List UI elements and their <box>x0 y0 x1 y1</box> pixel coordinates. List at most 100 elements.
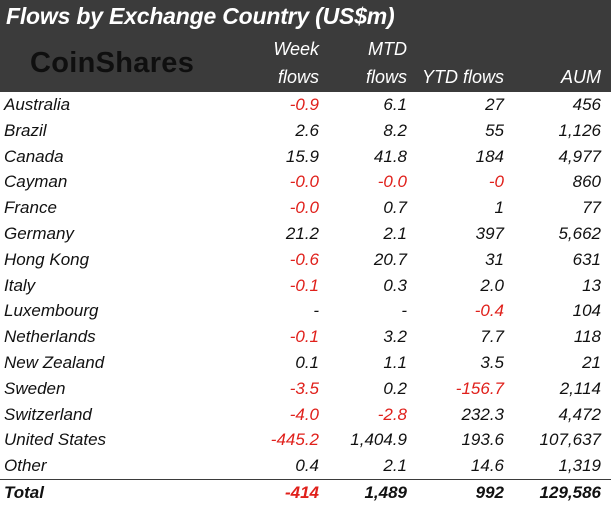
week-cell: -0.0 <box>289 172 319 192</box>
table-row: Australia -0.9 6.1 27 456 <box>0 92 611 118</box>
ytd-cell: 184 <box>475 146 504 166</box>
table-row: Italy -0.1 0.3 2.0 13 <box>0 273 611 299</box>
ytd-cell: 55 <box>485 120 504 140</box>
table-row: Germany 21.2 2.1 397 5,662 <box>0 221 611 247</box>
ytd-cell: 232.3 <box>461 404 504 424</box>
mtd-cell: 6.1 <box>383 95 407 114</box>
country-cell: Canada <box>4 146 64 166</box>
mtd-cell: 41.8 <box>373 146 407 166</box>
coinshares-logo: CoinShares <box>30 47 195 79</box>
column-header-mtd-line2: flows <box>365 67 407 87</box>
mtd-cell: -0.0 <box>377 172 407 192</box>
week-cell: 2.6 <box>295 120 319 140</box>
country-cell: Netherlands <box>4 327 96 347</box>
week-cell: 15.9 <box>285 146 319 166</box>
country-cell: Switzerland <box>4 404 92 424</box>
aum-cell: 5,662 <box>558 224 601 243</box>
mtd-cell: 0.3 <box>383 275 407 295</box>
table-row: Hong Kong -0.6 20.7 31 631 <box>0 247 611 273</box>
table-row: France -0.0 0.7 1 77 <box>0 195 611 221</box>
ytd-cell: -0.4 <box>474 301 504 321</box>
country-cell: New Zealand <box>4 353 105 372</box>
aum-cell: 1,319 <box>558 456 601 476</box>
ytd-cell: 3.5 <box>480 353 504 372</box>
mtd-cell: 1.1 <box>383 353 407 372</box>
table-row: Luxembourg - - -0.4 104 <box>0 298 611 324</box>
country-cell: Brazil <box>4 120 47 140</box>
week-cell: -0.6 <box>289 249 319 269</box>
mtd-cell: 0.2 <box>383 378 407 398</box>
ytd-cell: -0 <box>488 172 504 192</box>
total-ytd-cell: 992 <box>475 483 504 502</box>
ytd-cell: 31 <box>485 249 504 269</box>
mtd-cell: -2.8 <box>377 404 407 424</box>
table-row: Cayman -0.0 -0.0 -0 860 <box>0 169 611 195</box>
aum-cell: 1,126 <box>558 120 601 140</box>
table-row: United States -445.2 1,404.9 193.6 107,637 <box>0 427 611 453</box>
country-cell: Sweden <box>4 378 66 398</box>
country-cell: Cayman <box>4 172 68 192</box>
mtd-cell: 3.2 <box>383 327 407 347</box>
week-cell: 0.4 <box>295 456 319 476</box>
table-row: Sweden -3.5 0.2 -156.7 2,114 <box>0 376 611 402</box>
total-row: Total -414 1,489 992 129,586 <box>0 480 611 506</box>
country-cell: Other <box>4 456 47 476</box>
mtd-cell: - <box>401 301 407 321</box>
table-row: Other 0.4 2.1 14.6 1,319 <box>0 453 611 479</box>
ytd-cell: -156.7 <box>455 378 504 398</box>
ytd-cell: 7.7 <box>480 327 504 347</box>
mtd-cell: 2.1 <box>383 224 407 243</box>
column-header-week-line2: flows <box>277 67 319 87</box>
aum-cell: 77 <box>582 198 601 218</box>
aum-cell: 860 <box>572 172 601 192</box>
country-cell: Germany <box>4 224 74 243</box>
week-cell: -4.0 <box>289 404 319 424</box>
mtd-cell: 1,404.9 <box>350 430 407 450</box>
week-cell: -445.2 <box>270 430 319 450</box>
total-label: Total <box>4 483 44 502</box>
aum-cell: 104 <box>572 301 601 321</box>
aum-cell: 4,977 <box>558 146 601 166</box>
country-cell: Hong Kong <box>4 249 90 269</box>
total-week-cell: -414 <box>284 483 319 502</box>
column-header-week-line1: Week <box>273 39 319 59</box>
table-row: Netherlands -0.1 3.2 7.7 118 <box>0 324 611 350</box>
aum-cell: 118 <box>573 327 601 347</box>
table-row: Switzerland -4.0 -2.8 232.3 4,472 <box>0 402 611 428</box>
aum-cell: 456 <box>572 95 601 114</box>
column-header-ytd: YTD flows <box>421 67 504 87</box>
week-cell: - <box>313 301 319 321</box>
aum-cell: 21 <box>582 353 601 372</box>
aum-cell: 2,114 <box>559 378 601 398</box>
mtd-cell: 8.2 <box>383 120 407 140</box>
ytd-cell: 397 <box>475 224 504 243</box>
country-cell: United States <box>4 430 107 450</box>
aum-cell: 107,637 <box>539 430 601 450</box>
table-row: Brazil 2.6 8.2 55 1,126 <box>0 118 611 144</box>
table-row: New Zealand 0.1 1.1 3.5 21 <box>0 350 611 376</box>
country-cell: France <box>4 198 57 218</box>
ytd-cell: 1 <box>494 198 504 218</box>
week-cell: 0.1 <box>295 353 319 372</box>
ytd-cell: 2.0 <box>480 275 504 295</box>
ytd-cell: 193.6 <box>461 430 504 450</box>
table-title: Flows by Exchange Country (US$m) <box>6 3 395 29</box>
total-mtd-cell: 1,489 <box>364 483 407 502</box>
column-header-mtd-line1: MTD <box>368 39 407 59</box>
mtd-cell: 20.7 <box>373 249 407 269</box>
ytd-cell: 27 <box>485 95 504 114</box>
total-divider <box>0 479 611 480</box>
week-cell: -0.1 <box>289 327 319 347</box>
country-cell: Australia <box>4 95 71 114</box>
table-row: Canada 15.9 41.8 184 4,977 <box>0 144 611 170</box>
week-cell: -0.0 <box>289 198 319 218</box>
aum-cell: 4,472 <box>558 404 601 424</box>
mtd-cell: 2.1 <box>383 456 407 476</box>
country-cell: Italy <box>4 275 36 295</box>
aum-cell: 631 <box>572 249 601 269</box>
aum-cell: 13 <box>582 275 601 295</box>
week-cell: -0.9 <box>289 95 319 114</box>
week-cell: -0.1 <box>289 275 319 295</box>
total-aum-cell: 129,586 <box>539 483 601 502</box>
